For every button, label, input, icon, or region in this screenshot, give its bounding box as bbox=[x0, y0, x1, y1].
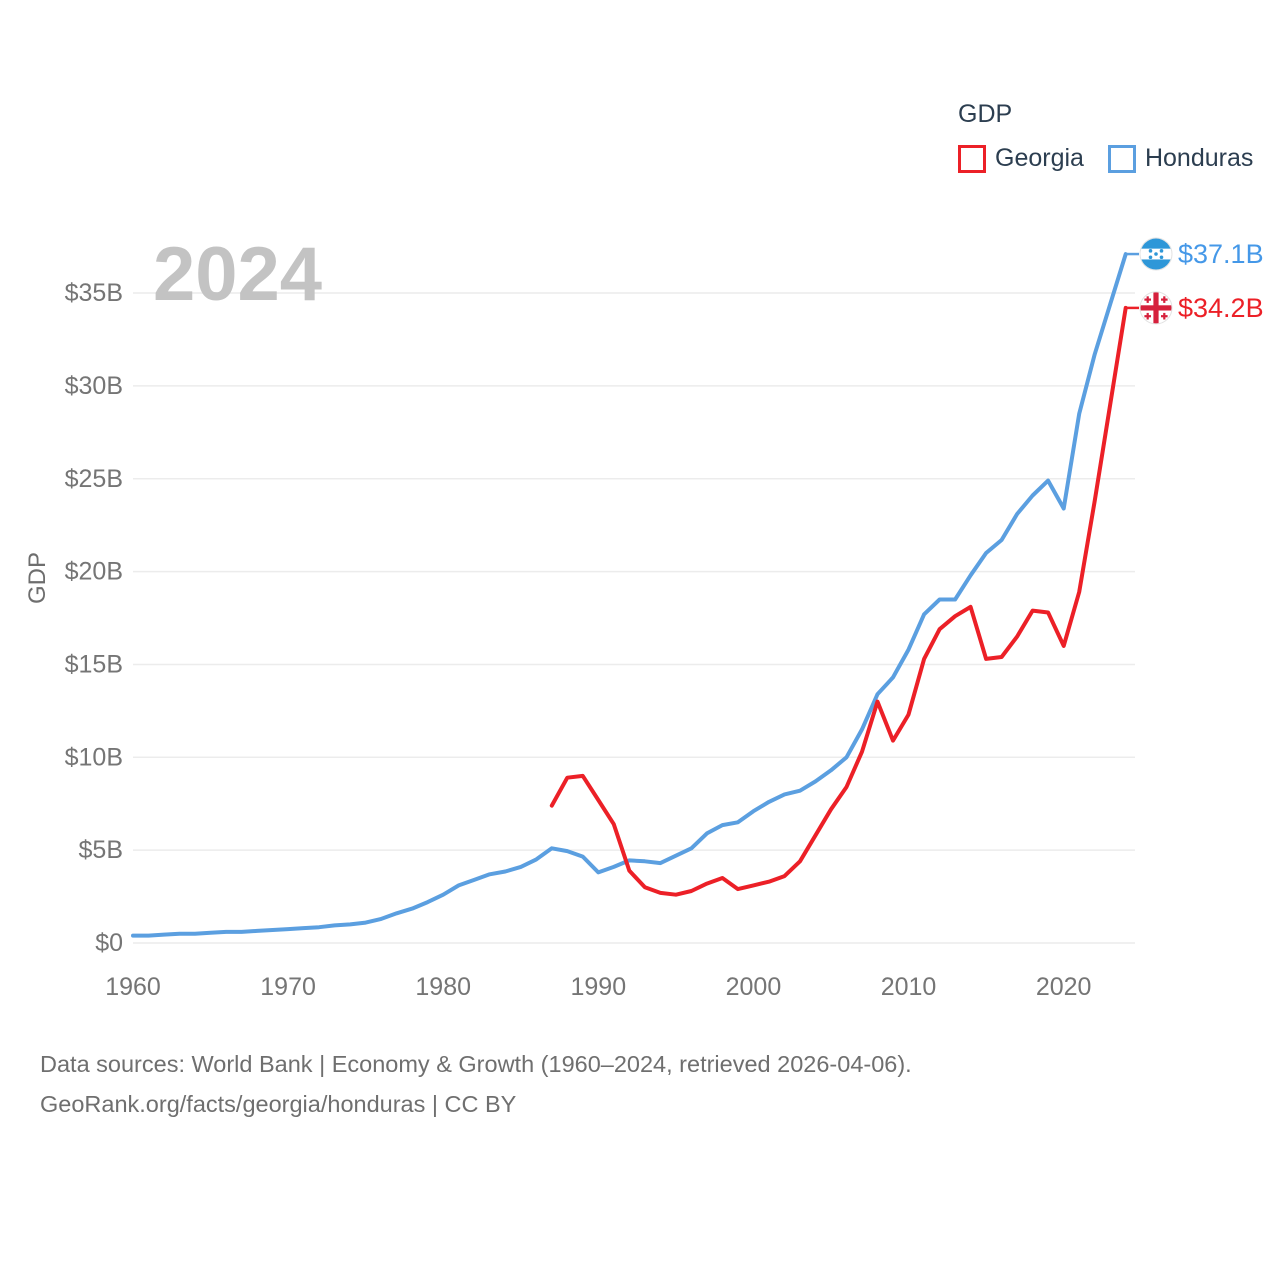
x-tick-label: 2000 bbox=[726, 973, 782, 1001]
x-tick-label: 2010 bbox=[881, 973, 937, 1001]
x-tick-label: 1960 bbox=[105, 973, 161, 1001]
y-tick-label: $35B bbox=[65, 279, 123, 307]
honduras-flag-stripes bbox=[1140, 238, 1172, 270]
y-tick-label: $5B bbox=[79, 836, 123, 864]
legend-title: GDP bbox=[958, 100, 1013, 128]
y-tick-label: $15B bbox=[65, 650, 123, 678]
y-tick-label: $25B bbox=[65, 465, 123, 493]
y-axis-title: GDP bbox=[24, 552, 51, 604]
legend-item-georgia[interactable]: Georgia bbox=[958, 144, 1084, 173]
honduras-swatch-icon bbox=[1107, 144, 1136, 173]
series-line-honduras bbox=[131, 252, 1128, 938]
y-tick-label: $10B bbox=[65, 743, 123, 771]
end-value-label-honduras: $37.1B bbox=[1178, 239, 1264, 269]
footer: Data sources: World Bank | Economy & Gro… bbox=[40, 1044, 912, 1124]
legend-item-honduras[interactable]: Honduras bbox=[1107, 144, 1254, 173]
end-value-label-georgia: $34.2B bbox=[1178, 293, 1264, 323]
y-tick-label: $20B bbox=[65, 558, 123, 586]
legend-label-georgia: Georgia bbox=[995, 144, 1084, 172]
y-tick-label: $30B bbox=[65, 372, 123, 400]
series-line-georgia bbox=[549, 305, 1128, 897]
x-tick-label: 1980 bbox=[415, 973, 471, 1001]
x-tick-label: 1970 bbox=[260, 973, 316, 1001]
legend: GDP Georgia Honduras bbox=[958, 100, 1253, 173]
x-tick-label: 2020 bbox=[1036, 973, 1092, 1001]
x-tick-label: 1990 bbox=[571, 973, 627, 1001]
attribution-line: GeoRank.org/facts/georgia/honduras | CC … bbox=[40, 1091, 517, 1117]
georgia-swatch-icon bbox=[958, 144, 986, 173]
watermark-year: 2024 bbox=[153, 232, 322, 317]
legend-label-honduras: Honduras bbox=[1144, 144, 1254, 172]
data-sources-line: Data sources: World Bank | Economy & Gro… bbox=[40, 1051, 912, 1077]
y-tick-label: $0 bbox=[95, 929, 123, 957]
georgia-flag-crosses bbox=[1140, 292, 1172, 324]
